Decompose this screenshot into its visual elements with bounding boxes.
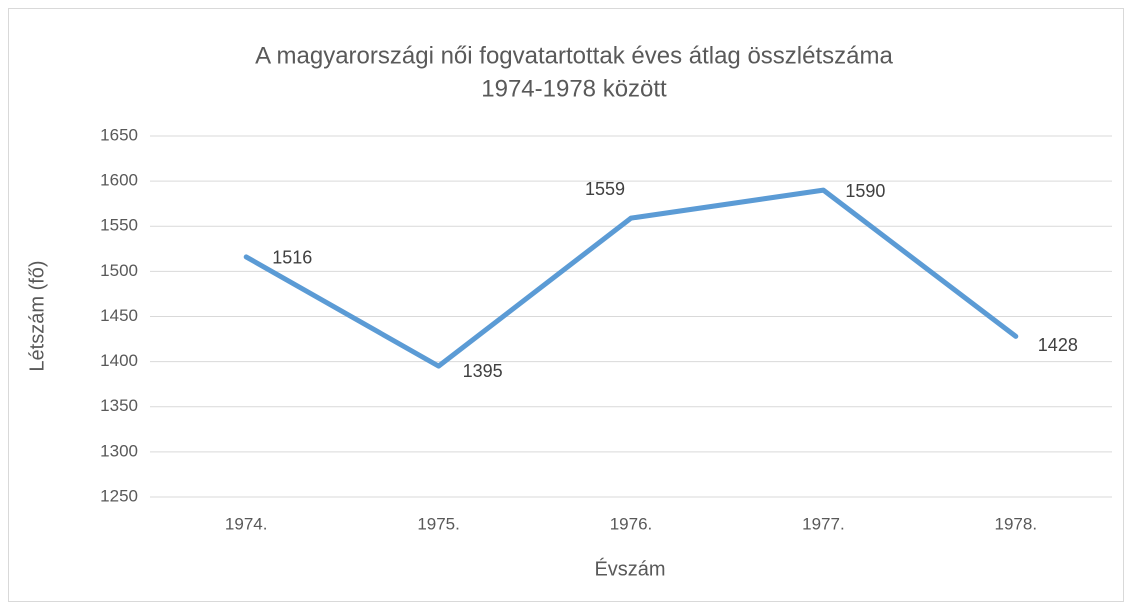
y-tick-label: 1350	[100, 396, 138, 415]
data-label: 1559	[585, 179, 625, 199]
y-tick-label: 1600	[100, 171, 138, 190]
y-tick-label: 1450	[100, 306, 138, 325]
x-tick-label: 1978.	[995, 514, 1038, 533]
data-label: 1516	[272, 248, 312, 268]
line	[243, 187, 1019, 369]
y-tick-label: 1650	[100, 125, 138, 144]
x-tick-label: 1974.	[225, 514, 268, 533]
chart-title: A magyarországi női fogvatartottak éves …	[255, 42, 893, 69]
data-label: 1428	[1038, 335, 1078, 355]
data-label: 1395	[463, 361, 503, 381]
x-tick-label: 1976.	[610, 514, 653, 533]
y-tick-label: 1300	[100, 441, 138, 460]
x-tick-label: 1975.	[417, 514, 460, 533]
chart-border	[8, 8, 1124, 602]
x-axis-title: Évszám	[594, 557, 665, 580]
y-tick-label: 1250	[100, 486, 138, 505]
x-tick-label: 1977.	[802, 514, 845, 533]
y-tick-label: 1550	[100, 216, 138, 235]
data-label: 1590	[845, 181, 885, 201]
chart-title: 1974-1978 között	[481, 75, 667, 102]
y-tick-label: 1500	[100, 261, 138, 280]
y-tick-label: 1400	[100, 351, 138, 370]
y-axis-title: Létszám (fő)	[26, 260, 48, 371]
